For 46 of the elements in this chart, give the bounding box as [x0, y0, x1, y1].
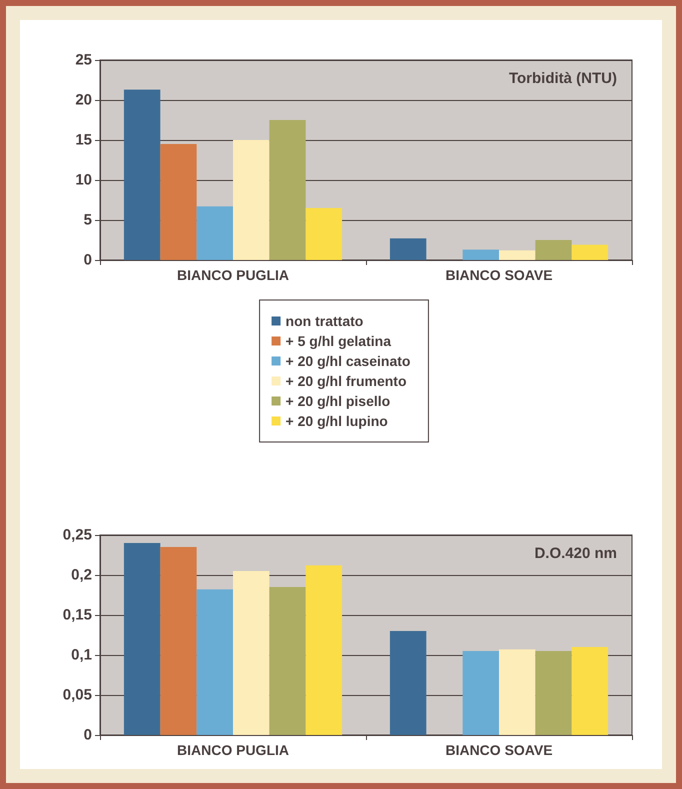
bar: [572, 647, 608, 735]
y-tick-label: 0: [84, 252, 92, 268]
bar: [306, 208, 342, 260]
bar: [269, 120, 306, 260]
bar: [160, 547, 197, 735]
y-tick-label: 15: [75, 132, 92, 148]
legend-label: + 20 g/hl frumento: [286, 373, 407, 389]
bar: [124, 90, 160, 260]
legend-label: non trattato: [286, 313, 364, 329]
bar: [269, 587, 306, 735]
bar: [462, 651, 499, 735]
bar: [499, 250, 536, 260]
bar: [233, 140, 270, 260]
bar: [572, 244, 608, 260]
bar: [196, 206, 233, 260]
y-tick-label: 5: [84, 212, 92, 228]
y-tick-label: 0,2: [71, 566, 92, 584]
x-tick-label: BIANCO SOAVE: [445, 742, 553, 758]
bar: [535, 651, 572, 735]
x-tick-label: BIANCO PUGLIA: [177, 742, 289, 758]
y-tick-label: 10: [75, 172, 92, 188]
y-tick-label: 0,1: [71, 646, 92, 664]
y-tick-label: 0,05: [62, 686, 92, 704]
bar: [124, 543, 160, 735]
y-tick-label: 25: [75, 52, 92, 68]
bar: [306, 565, 342, 735]
text: Torbidità (NTU): [508, 70, 618, 87]
text: D.O.420 nm: [534, 545, 617, 562]
bar: [390, 238, 426, 260]
legend-label: + 20 g/hl caseinato: [286, 353, 410, 369]
x-tick-label: BIANCO SOAVE: [445, 267, 553, 283]
bar: [535, 240, 572, 260]
bar: [196, 589, 233, 735]
x-tick-label: BIANCO PUGLIA: [177, 267, 289, 283]
bar: [462, 250, 499, 260]
y-tick-label: 0,25: [62, 526, 92, 544]
legend-label: + 20 g/hl lupino: [286, 413, 388, 429]
y-tick-label: 0: [84, 726, 92, 744]
legend-label: + 5 g/hl gelatina: [286, 333, 392, 349]
bar: [390, 631, 426, 735]
y-tick-label: 20: [75, 92, 92, 108]
legend-label: + 20 g/hl pisello: [286, 393, 390, 409]
y-tick-label: 0,15: [62, 606, 92, 624]
bar: [160, 144, 197, 260]
bar: [233, 571, 270, 735]
bar: [499, 649, 536, 735]
